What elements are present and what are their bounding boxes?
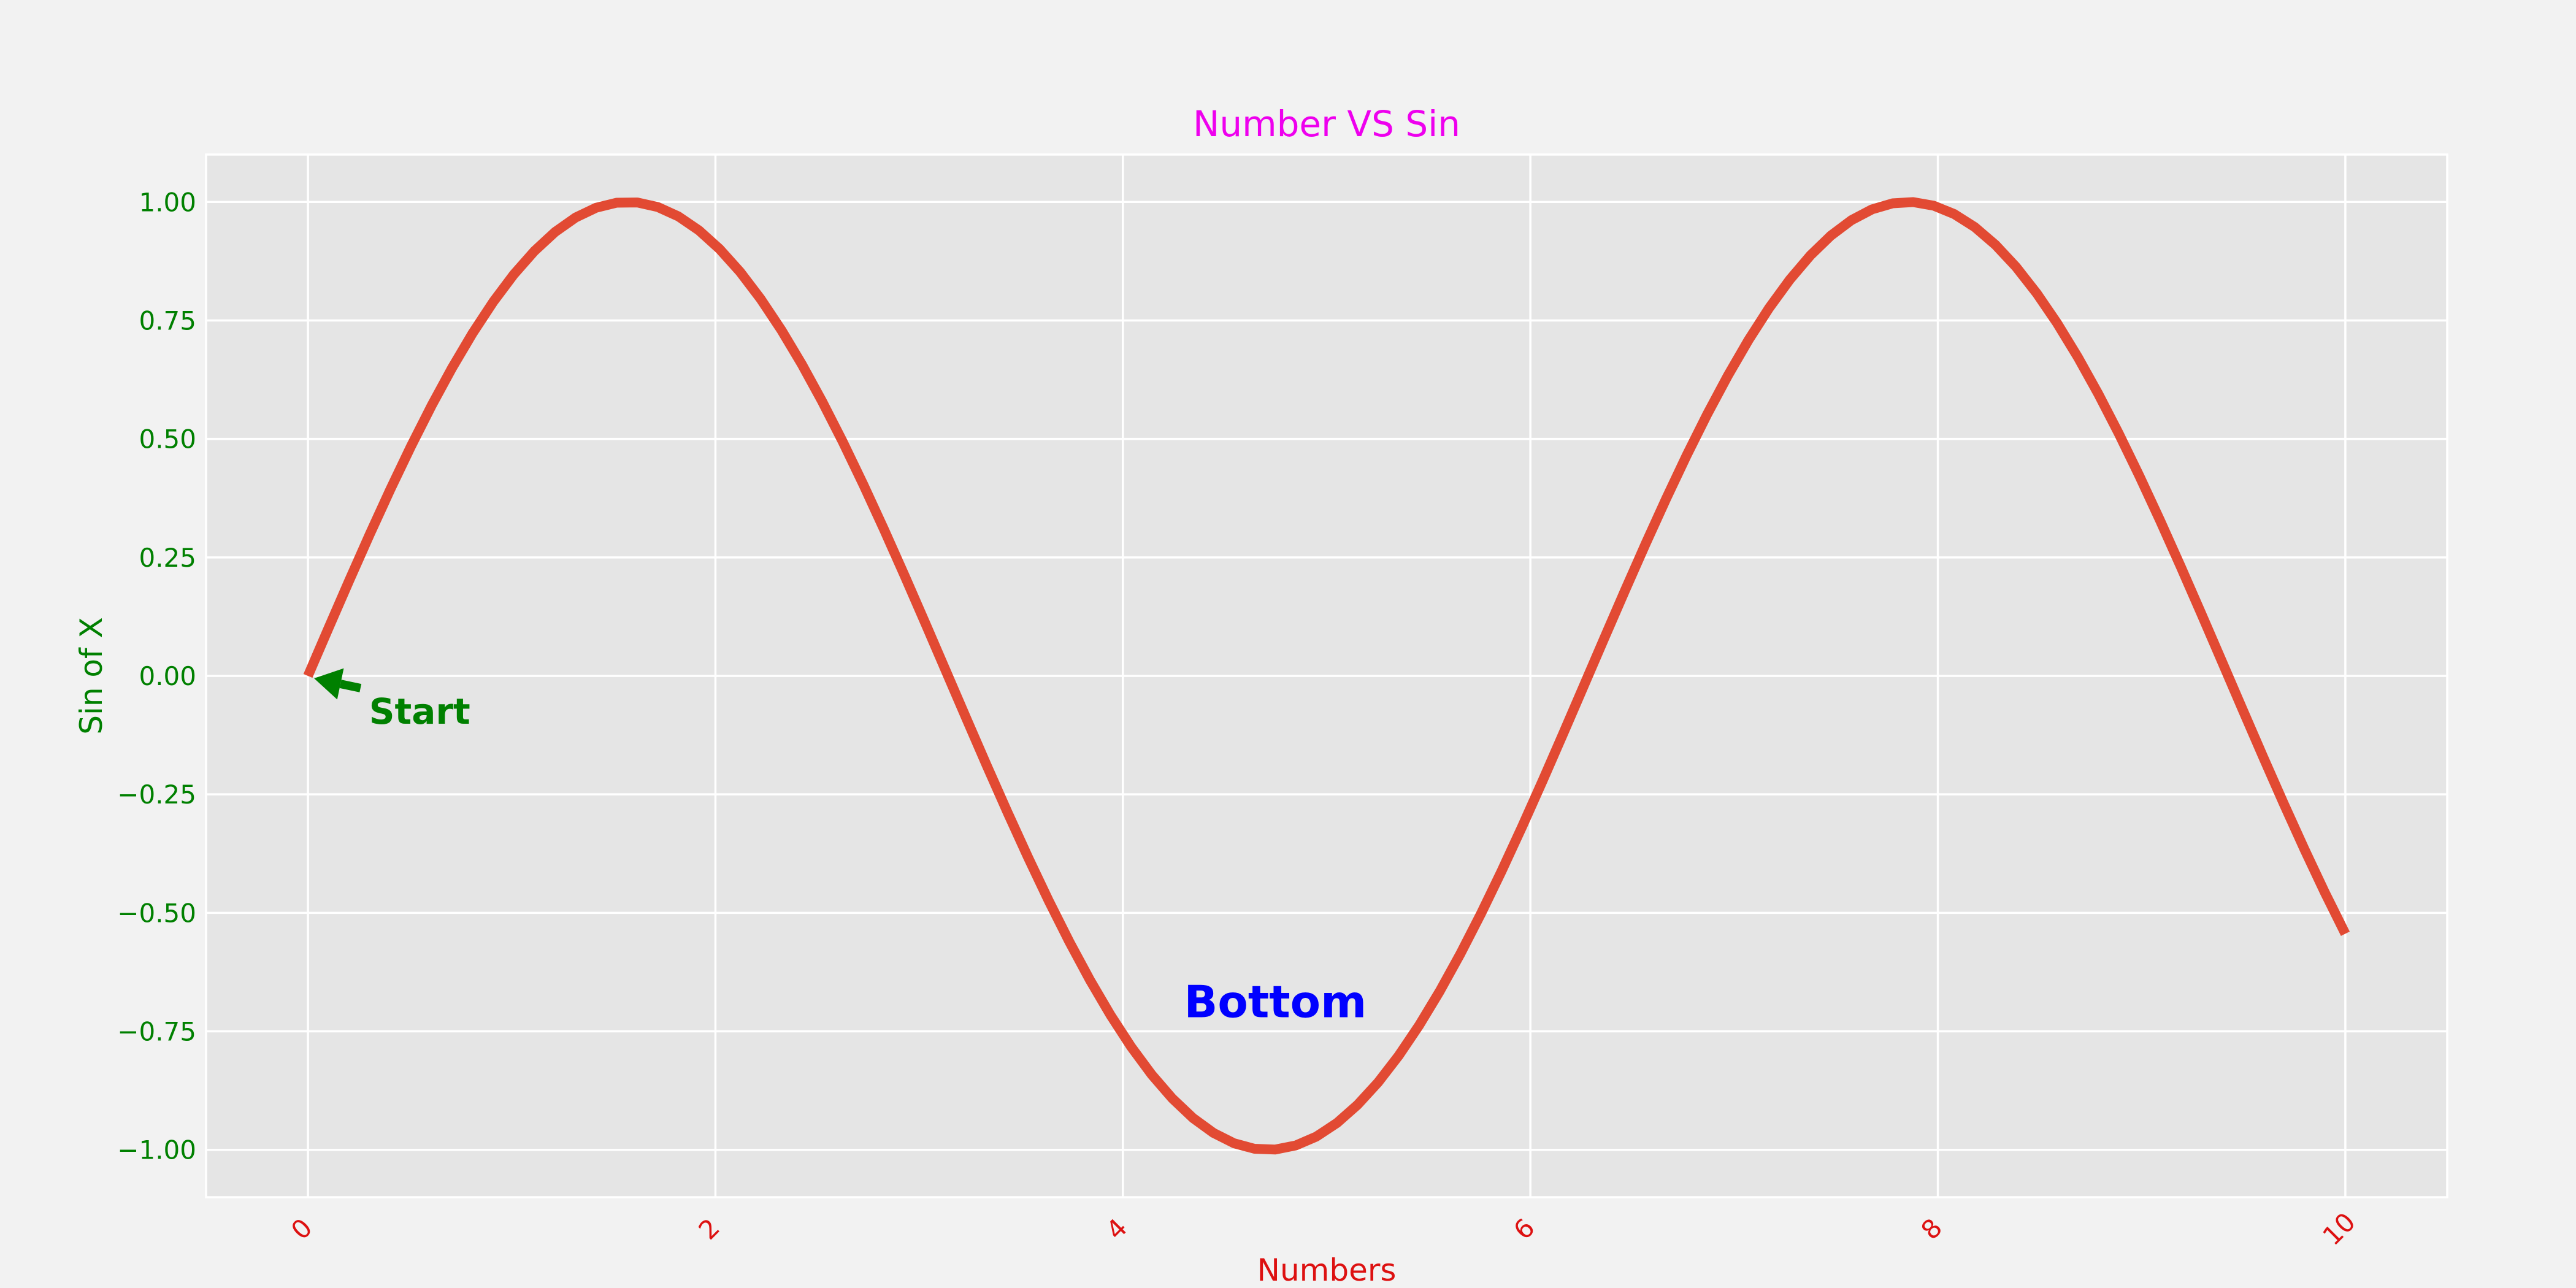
start-arrow-head [314,668,344,700]
y-axis-label: Sin of X [74,617,109,735]
y-tick-label: −1.00 [117,1135,196,1165]
y-tick-label: 0.75 [139,305,196,335]
start-annotation: Start [369,691,470,732]
y-tick-label: −0.50 [117,898,196,928]
y-tick-label: −0.25 [117,780,196,810]
y-tick-label: 0.50 [139,424,196,454]
annotations: Start Bottom [314,668,1367,1027]
series-line [303,197,2350,1155]
start-arrow-shaft [339,680,362,692]
bottom-annotation: Bottom [1184,976,1367,1027]
x-axis-label: Numbers [1257,1252,1397,1288]
y-tick-label: 0.25 [139,543,196,573]
plot-border [205,153,2448,1198]
chart-title: Number VS Sin [1193,103,1460,145]
y-tick-label: −0.75 [117,1017,196,1047]
y-tick-label: 0.00 [139,661,196,691]
grid [205,153,2448,1198]
y-tick-label: 1.00 [139,187,196,217]
series [303,197,2350,1155]
